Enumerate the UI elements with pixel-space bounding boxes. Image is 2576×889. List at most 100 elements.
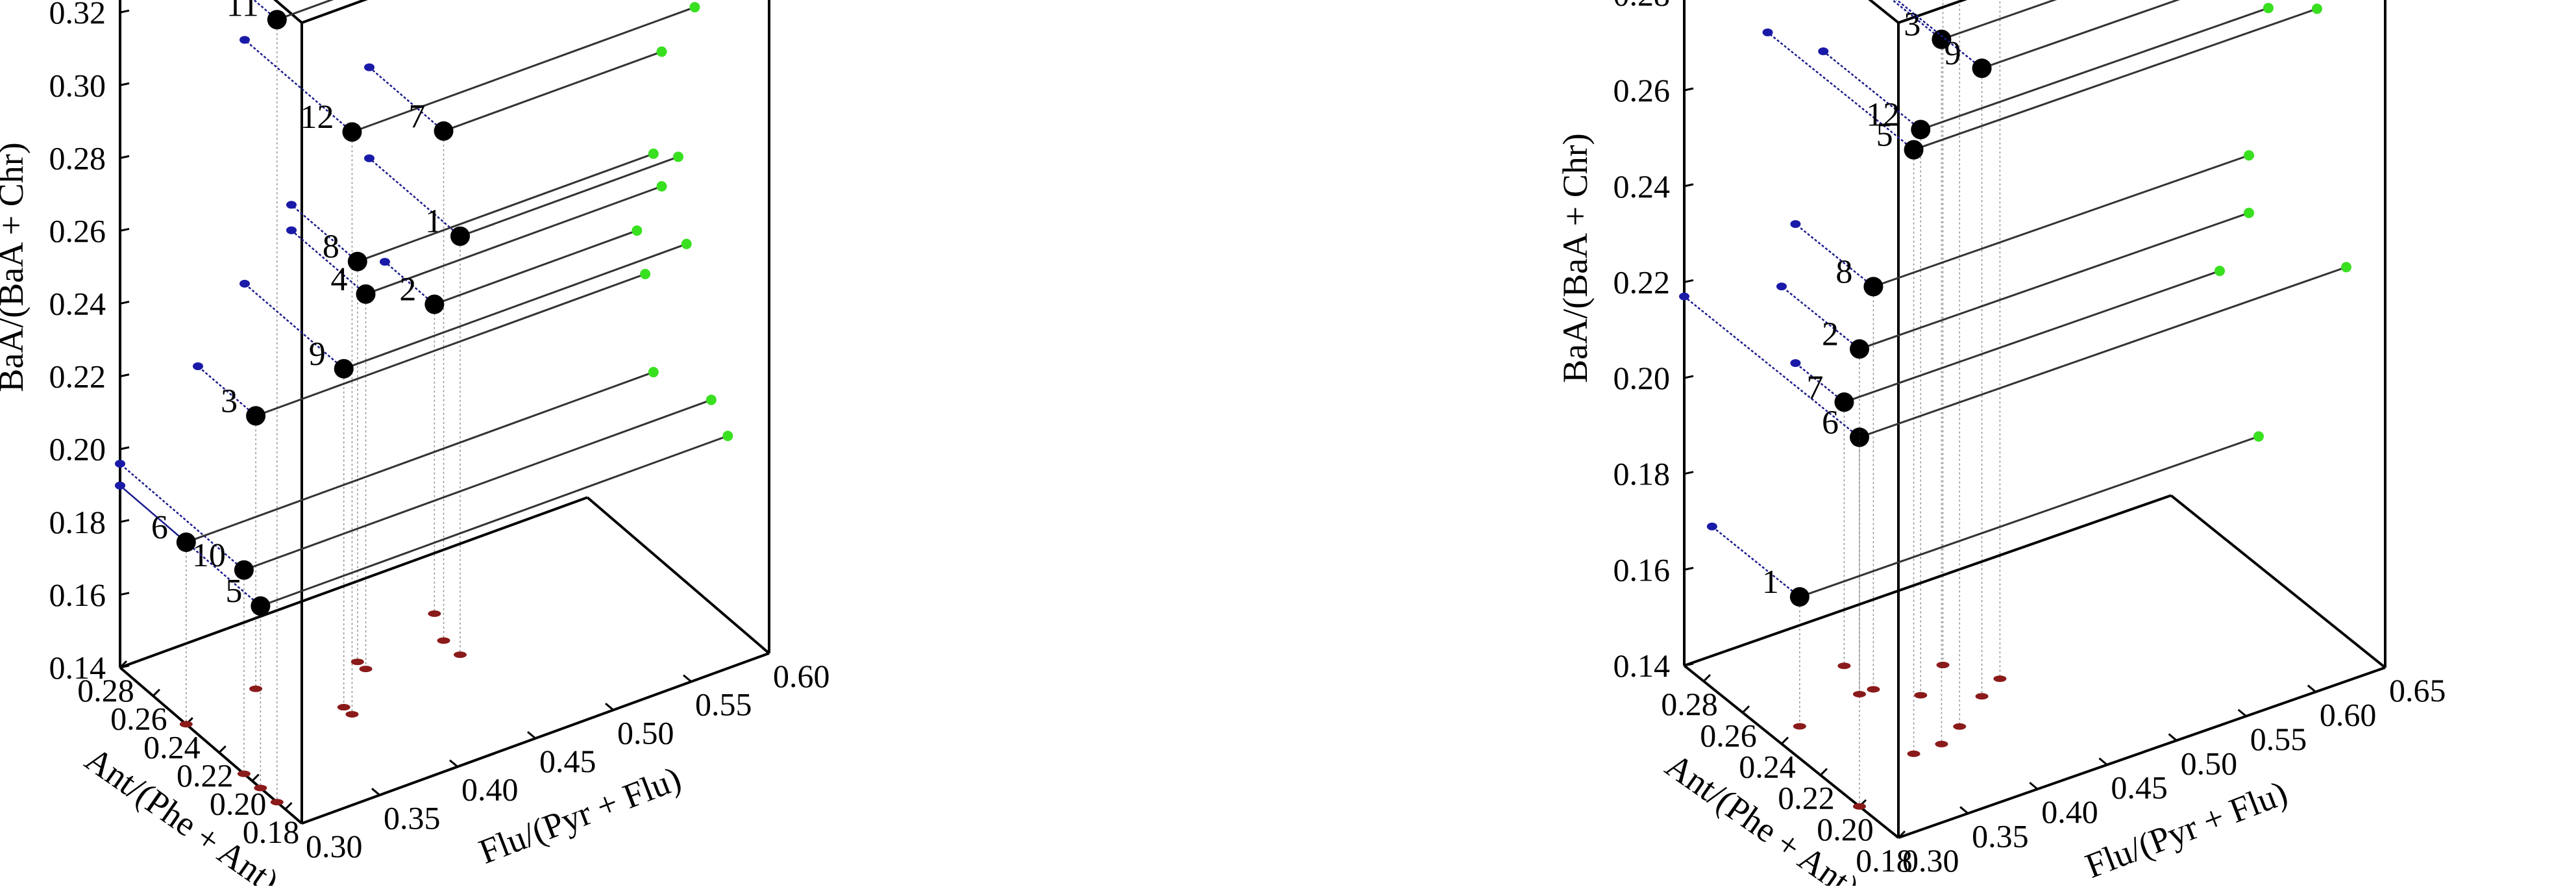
floor-projection-point (1993, 675, 2007, 682)
floor-projection-point (249, 685, 263, 692)
flu-projection-point (722, 431, 733, 442)
floor-projection-point (1853, 690, 1866, 697)
data-point (246, 406, 266, 426)
ant-projection-line (244, 39, 353, 133)
box-edge-floor-x-far (1684, 494, 2172, 667)
point-label: 3 (221, 382, 238, 419)
data-point (1863, 277, 1883, 297)
z-tick-label: 0.26 (1613, 72, 1671, 108)
floor-projection-point (254, 784, 267, 792)
y-tick-mark (371, 788, 380, 796)
floor-projection-point (1853, 803, 1866, 810)
x-tick-mark (119, 660, 128, 669)
point-label: 5 (1876, 117, 1893, 154)
ant-projection-point (1790, 359, 1801, 368)
flu-projection-point (2312, 3, 2322, 14)
point-label: 4 (331, 261, 348, 298)
flu-projection-line (260, 434, 728, 607)
point-label: 6 (151, 509, 168, 546)
box-edge-top-x (1868, 0, 1900, 24)
flu-projection-point (2253, 431, 2264, 442)
flu-projection-point (656, 181, 667, 192)
point-label: 1 (1762, 564, 1779, 601)
data-point (424, 294, 445, 314)
floor-projection-point (1936, 662, 1950, 669)
x-tick-mark (152, 688, 160, 697)
x-tick-mark (1819, 768, 1828, 776)
z-tick-mark (119, 446, 130, 451)
data-point (450, 226, 470, 246)
y-tick-label: 0.35 (384, 799, 441, 836)
data-point (1834, 392, 1854, 412)
y-tick-label: 0.55 (695, 686, 752, 723)
ant-projection-line (1795, 223, 1874, 288)
data-point (234, 560, 254, 580)
flu-projection-point (656, 46, 667, 57)
floor-projection-point (1907, 750, 1920, 757)
y-tick-mark (2168, 733, 2177, 742)
floor-projection-point (350, 658, 364, 666)
ant-projection-point (115, 460, 125, 468)
y-tick-mark (527, 731, 536, 740)
x-tick-mark (284, 802, 293, 810)
point-label: 7 (409, 98, 426, 135)
z-tick-mark (1684, 375, 1694, 379)
data-point (1911, 119, 1931, 140)
y-tick-mark (449, 759, 458, 768)
data-point (347, 251, 367, 271)
floor-projection-point (1867, 686, 1880, 693)
z-tick-mark (119, 373, 130, 378)
ant-projection-line (197, 366, 256, 417)
floor-projection-point (437, 637, 450, 644)
flu-projection-line (1872, 154, 2250, 288)
point-label: 9 (309, 336, 326, 373)
z-tick-mark (1684, 566, 1694, 571)
point-label: 8 (1835, 253, 1852, 290)
floor-projection-point (1793, 723, 1806, 730)
data-point (1850, 339, 1869, 359)
ant-projection-point (1706, 522, 1717, 531)
y-tick-label: 0.55 (2250, 721, 2307, 757)
floor-projection-point (1837, 662, 1851, 670)
ant-projection-line (1895, 0, 1983, 69)
flu-projection-line (365, 185, 663, 295)
y-tick-mark (1890, 830, 1899, 839)
data-point (1972, 58, 1992, 79)
x-tick-label: 0.24 (1739, 748, 1796, 784)
x-tick-label: 0.26 (110, 701, 167, 737)
panel-a: 0.140.160.180.200.220.240.260.280.300.32… (0, 0, 830, 889)
x-tick-mark (251, 773, 260, 782)
y-tick-label: 0.45 (2111, 770, 2168, 806)
z-tick-mark (119, 155, 130, 159)
flu-projection-point (689, 2, 700, 13)
z-axis-title: BaA/(BaA + Chr) (1556, 133, 1595, 382)
z-tick-mark (119, 9, 130, 14)
floor-projection-point (359, 666, 373, 673)
z-tick-label: 0.14 (49, 649, 106, 686)
ant-projection-line (119, 484, 187, 543)
point-label: 8 (323, 229, 339, 266)
z-tick-mark (119, 82, 130, 86)
ant-projection-point (364, 63, 374, 71)
y-tick-label: 0.40 (461, 771, 519, 808)
box-edge-floor-x-far (119, 496, 588, 669)
point-label: 2 (399, 271, 416, 308)
flu-projection-point (2263, 3, 2274, 14)
flu-projection-point (673, 151, 683, 162)
ant-projection-point (286, 201, 297, 209)
flu-projection-line (434, 229, 637, 306)
z-tick-label: 0.26 (49, 212, 106, 249)
z-tick-label: 0.24 (49, 286, 106, 322)
z-tick-label: 0.20 (1613, 360, 1671, 396)
flu-projection-point (632, 225, 643, 236)
ant-projection-point (1679, 292, 1689, 301)
ant-projection-point (286, 226, 297, 234)
x-tick-label: 0.26 (1700, 717, 1757, 753)
y-tick-mark (605, 703, 614, 711)
y-tick-label: 0.65 (2389, 672, 2446, 708)
flu-projection-point (2214, 266, 2225, 277)
floor-projection-point (270, 799, 284, 806)
point-label: 2 (1822, 316, 1839, 353)
point-label: 11 (227, 0, 259, 23)
